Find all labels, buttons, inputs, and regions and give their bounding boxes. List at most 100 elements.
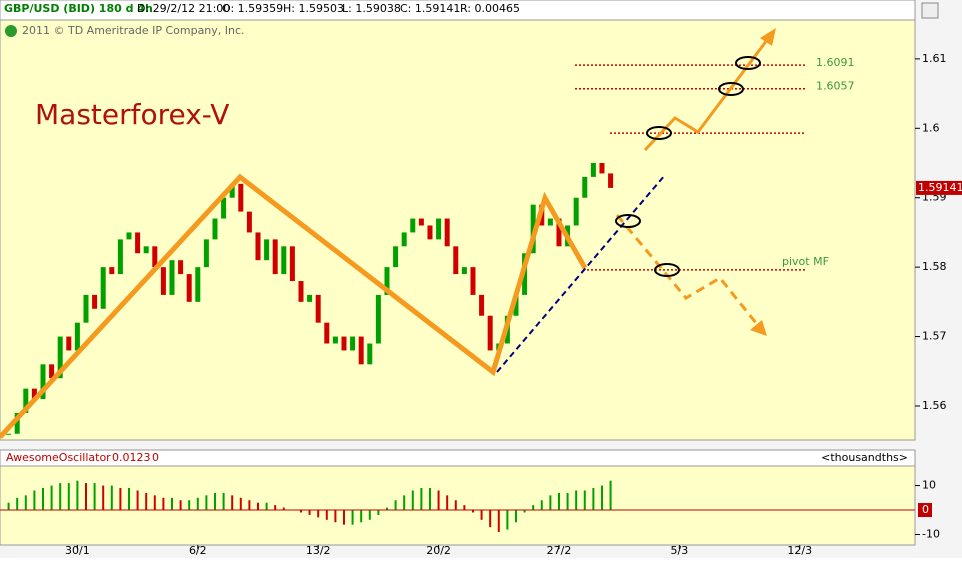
- candle: [40, 364, 46, 400]
- osc-bar: [170, 497, 173, 511]
- osc-bar: [84, 483, 87, 511]
- osc-bar: [489, 510, 492, 528]
- info-icon[interactable]: [5, 25, 17, 37]
- candle: [608, 173, 614, 188]
- marker: [615, 214, 641, 228]
- candle: [92, 294, 98, 309]
- candle: [23, 388, 29, 413]
- osc-bar: [76, 480, 79, 511]
- marker: [654, 263, 680, 277]
- candle: [461, 267, 467, 275]
- marker: [735, 56, 761, 70]
- marker: [646, 126, 672, 140]
- osc-bar: [41, 488, 44, 511]
- osc-bar: [213, 492, 216, 511]
- candle: [573, 197, 579, 226]
- osc-bar: [368, 510, 371, 520]
- candle: [418, 218, 424, 226]
- candle: [135, 232, 141, 254]
- level-label: 1.6091: [816, 56, 855, 69]
- y-tick-label: 1.56: [922, 399, 947, 412]
- open: O: 1.59359: [222, 2, 283, 15]
- osc-bar: [282, 507, 285, 511]
- osc-bar: [514, 510, 517, 523]
- arrow-head: [750, 320, 767, 336]
- osc-bar: [600, 485, 603, 511]
- osc-bar: [231, 495, 234, 511]
- osc-title: AwesomeOscillator: [6, 451, 111, 464]
- osc-bar: [403, 495, 406, 511]
- osc-bar: [119, 488, 122, 511]
- osc-bar: [110, 485, 113, 511]
- osc-bar: [308, 510, 311, 515]
- candle: [83, 294, 89, 323]
- candle: [57, 336, 63, 379]
- level-label: pivot MF: [782, 255, 829, 268]
- candle: [324, 322, 330, 344]
- y-tick-label: 1.61: [922, 52, 947, 65]
- candle: [143, 246, 149, 254]
- osc-bar: [342, 510, 345, 525]
- candle: [393, 246, 399, 268]
- candle: [427, 225, 433, 240]
- osc-bar: [557, 492, 560, 511]
- osc-bar: [256, 502, 259, 511]
- candle: [66, 336, 72, 351]
- osc-bar: [33, 490, 36, 511]
- range: R: 0.00465: [460, 2, 520, 15]
- candle: [6, 433, 12, 435]
- candle: [212, 218, 218, 240]
- osc-bar: [127, 488, 130, 511]
- osc-bar: [411, 490, 414, 511]
- pattern-line: [0, 173, 588, 439]
- osc-bar: [102, 485, 105, 511]
- osc-bar: [136, 490, 139, 511]
- candle: [307, 294, 313, 302]
- candle: [246, 211, 252, 233]
- osc-param: 0: [152, 451, 159, 464]
- candle: [289, 246, 295, 282]
- settings-button[interactable]: [921, 2, 939, 19]
- osc-bar: [592, 488, 595, 511]
- candle: [410, 218, 416, 233]
- candle: [556, 218, 562, 247]
- y-tick-label: -10: [922, 527, 940, 540]
- arrow-head: [760, 28, 776, 46]
- x-tick-label: 27/2: [547, 544, 572, 557]
- marker: [718, 82, 744, 96]
- candle: [479, 294, 485, 316]
- y-tick-label: 0: [922, 503, 929, 516]
- osc-bar: [377, 510, 380, 515]
- annotations: [0, 28, 776, 439]
- bear-path: [615, 214, 762, 329]
- close: C: 1.59141: [400, 2, 460, 15]
- osc-bar: [222, 492, 225, 511]
- candle: [221, 197, 227, 219]
- osc-bar: [7, 502, 10, 511]
- candle: [375, 294, 381, 344]
- osc-bar: [325, 510, 328, 520]
- candle: [203, 239, 209, 268]
- candle: [160, 267, 166, 295]
- candle: [117, 239, 123, 275]
- y-tick-label: 1.58: [922, 260, 947, 273]
- candle: [332, 336, 338, 344]
- candle: [238, 183, 244, 212]
- low: L: 1.59038: [342, 2, 401, 15]
- candle: [436, 218, 442, 240]
- copyright: 2011 © TD Ameritrade IP Company, Inc.: [22, 24, 245, 37]
- candle: [264, 239, 270, 261]
- osc-bar: [145, 492, 148, 511]
- last-price: 1.59141: [918, 181, 962, 194]
- osc-bar: [162, 497, 165, 511]
- osc-bar: [299, 510, 302, 513]
- candle: [186, 274, 192, 302]
- candle: [195, 267, 201, 302]
- osc-bar: [428, 488, 431, 511]
- trend-line: [496, 174, 666, 373]
- osc-bar: [360, 510, 363, 523]
- candle: [178, 260, 184, 275]
- osc-bar: [454, 500, 457, 511]
- date: D: 29/2/12 21:00: [137, 2, 230, 15]
- candle: [298, 281, 304, 302]
